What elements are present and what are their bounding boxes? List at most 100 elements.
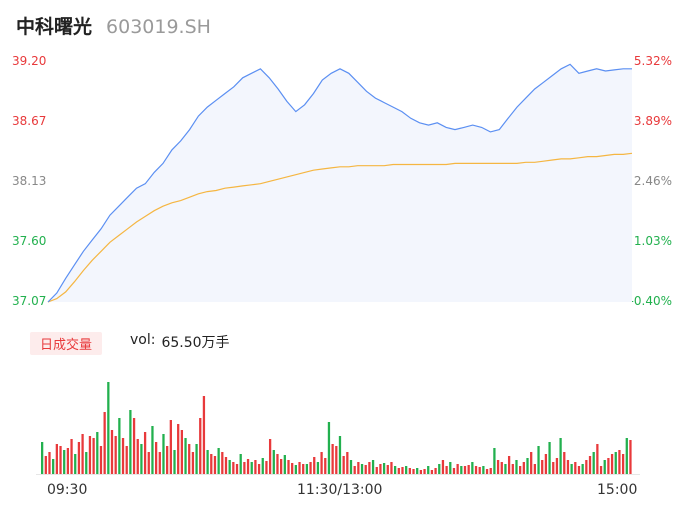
volume-bar	[427, 466, 430, 474]
volume-bar	[298, 462, 301, 474]
volume-bar	[371, 460, 375, 474]
volume-bar	[349, 460, 353, 474]
volume-bar	[169, 420, 172, 474]
y-right-tick-4: -0.40%	[629, 294, 672, 308]
x-tick-midday: 11:30/13:00	[297, 482, 383, 498]
y-left-tick-2: 38.13	[12, 174, 47, 188]
volume-bar	[541, 460, 544, 474]
volume-bar	[85, 452, 88, 474]
volume-bar	[217, 448, 220, 474]
volume-bar	[232, 462, 235, 474]
volume-bar	[401, 467, 404, 474]
volume-bar	[246, 459, 250, 474]
volume-bar	[110, 430, 114, 474]
volume-bar	[537, 446, 540, 474]
volume-bar	[482, 466, 485, 474]
volume-bar	[474, 466, 478, 474]
volume-bar	[265, 461, 268, 474]
volume-bar	[364, 465, 367, 474]
volume-bar	[103, 412, 106, 474]
volume-bar	[452, 468, 456, 474]
volume-bar	[485, 469, 489, 474]
volume-bar	[423, 469, 426, 474]
volume-bar	[114, 436, 117, 474]
volume-bar	[585, 460, 588, 474]
x-tick-close: 15:00	[597, 482, 638, 498]
volume-bar	[81, 434, 84, 474]
volume-bar	[629, 440, 632, 474]
volume-label: vol:	[130, 332, 156, 348]
price-line	[47, 63, 632, 303]
volume-bar	[254, 460, 257, 474]
volume-bar	[327, 422, 331, 474]
y-right-tick-1: 3.89%	[633, 114, 672, 128]
volume-bar	[434, 468, 437, 474]
volume-bar	[563, 452, 566, 474]
volume-bar	[180, 430, 184, 474]
volume-bar	[375, 467, 378, 474]
volume-bar	[280, 459, 283, 474]
volume-value: 65.50万手	[161, 335, 230, 351]
volume-bar	[382, 463, 386, 474]
volume-bar	[99, 446, 103, 474]
volume-bar	[493, 448, 496, 474]
volume-bar	[478, 467, 481, 474]
volume-bar	[533, 464, 536, 474]
volume-bar	[515, 460, 518, 474]
volume-bar	[581, 464, 584, 474]
volume-bar	[107, 382, 110, 474]
volume-bar	[607, 458, 610, 474]
volume-bar	[544, 454, 548, 474]
volume-bar	[596, 444, 599, 474]
volume-bar	[610, 454, 614, 474]
y-left-tick-4: 37.07	[12, 294, 47, 308]
volume-bar	[419, 470, 423, 474]
volume-bar	[121, 438, 125, 474]
volume-bar	[625, 438, 628, 474]
volume-bar	[577, 466, 581, 474]
volume-bar	[353, 466, 356, 474]
volume-bar	[489, 468, 492, 474]
stock-name: 中科曙光	[16, 16, 93, 38]
volume-bar	[221, 452, 224, 474]
volume-bar	[405, 466, 408, 474]
price-area	[48, 64, 632, 302]
volume-bar	[191, 452, 195, 474]
volume-bar	[441, 460, 445, 474]
volume-bar	[416, 468, 419, 474]
volume-bar	[224, 457, 228, 474]
volume-bar	[393, 466, 397, 474]
volume-bar	[55, 444, 58, 474]
volume-bar	[500, 462, 503, 474]
volume-bar	[309, 462, 312, 474]
volume-bar	[276, 454, 279, 474]
volume-bar	[526, 458, 529, 474]
volume-bar	[125, 446, 128, 474]
volume-bar	[272, 450, 275, 474]
volume-bar	[132, 418, 136, 474]
y-right-tick-0: 5.32%	[633, 54, 672, 68]
volume-bar	[618, 450, 621, 474]
volume-bar	[342, 456, 345, 474]
volume-bar	[313, 457, 316, 474]
volume-bar	[357, 462, 360, 474]
volume-bar	[305, 464, 309, 474]
volume-bar	[449, 462, 452, 474]
volume-bar	[331, 444, 334, 474]
volume-bar	[59, 446, 62, 474]
volume-bar	[570, 464, 573, 474]
volume-bar	[41, 442, 44, 474]
volume-bar	[70, 439, 73, 474]
volume-bar	[559, 438, 562, 474]
volume-bar	[136, 439, 139, 474]
volume-bar	[88, 436, 92, 474]
volume-bar	[162, 434, 165, 474]
volume-bar	[456, 464, 459, 474]
volume-bar	[158, 452, 161, 474]
volume-bar	[74, 454, 77, 474]
volume-bar	[48, 452, 51, 474]
y-right-tick-2: 2.46%	[633, 174, 672, 188]
volume-bar	[555, 458, 559, 474]
volume-bar	[202, 396, 206, 474]
volume-bar	[129, 410, 132, 474]
